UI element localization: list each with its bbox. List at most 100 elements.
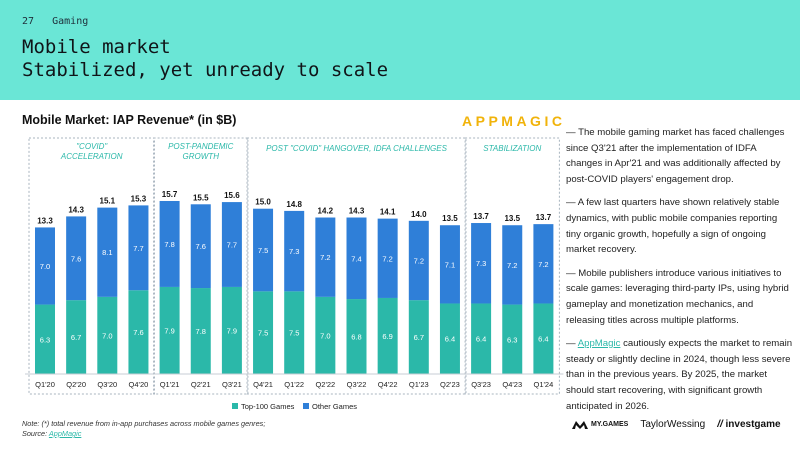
bar-other <box>66 216 87 301</box>
x-tick-label: Q2'23 <box>440 380 460 389</box>
bar-other <box>221 202 242 287</box>
bar-top100 <box>35 304 55 374</box>
data-label-other: 7.2 <box>507 261 517 270</box>
legend-swatch-top100 <box>232 403 238 409</box>
data-label-other: 7.3 <box>476 259 486 268</box>
data-label-top100: 7.9 <box>227 326 237 335</box>
data-label-other: 7.2 <box>320 253 330 262</box>
x-tick-label: Q2'20 <box>66 380 86 389</box>
bar-top100 <box>66 300 87 374</box>
data-label-total: 13.3 <box>37 216 53 225</box>
data-label-other: 7.0 <box>40 262 50 271</box>
legend-label-top100: Top-100 Games <box>241 402 295 411</box>
period-label: POST "COVID" HANGOVER, IDFA CHALLENGES <box>266 144 447 153</box>
bar-other <box>284 210 305 292</box>
page-number: 27 <box>22 16 35 27</box>
x-tick-label: Q3'21 <box>222 380 242 389</box>
bar-top100 <box>502 304 523 374</box>
bar-top100 <box>221 286 242 374</box>
mygames-wordmark: MY.GAMES <box>591 421 629 428</box>
x-tick-label: Q2'21 <box>191 380 211 389</box>
data-label-total: 14.2 <box>318 207 334 216</box>
footnote: Note: (*) total revenue from in-app purc… <box>22 419 265 439</box>
x-tick-label: Q1'23 <box>409 380 429 389</box>
bar-top100 <box>377 297 398 374</box>
data-label-other: 7.2 <box>382 254 392 263</box>
x-tick-label: Q1'24 <box>534 380 554 389</box>
section-label: Gaming <box>52 16 89 27</box>
data-label-top100: 6.7 <box>414 333 424 342</box>
bar-other <box>502 225 523 305</box>
data-label-other: 7.6 <box>71 254 81 263</box>
data-label-total: 14.3 <box>68 205 84 214</box>
data-label-top100: 7.9 <box>164 326 174 335</box>
data-label-top100: 6.3 <box>507 335 517 344</box>
data-label-other: 7.3 <box>289 247 299 256</box>
data-label-total: 14.0 <box>411 210 427 219</box>
data-label-total: 15.5 <box>193 193 209 202</box>
x-tick-label: Q1'20 <box>35 380 55 389</box>
page-title: Mobile market Stabilized, yet unready to… <box>22 36 388 82</box>
bar-other <box>159 200 180 287</box>
period-label-line-2: GROWTH <box>183 152 220 161</box>
bar-top100 <box>97 296 118 374</box>
data-label-top100: 6.3 <box>40 335 50 344</box>
data-label-total: 15.3 <box>131 194 147 203</box>
bar-other <box>128 205 149 291</box>
data-label-other: 7.2 <box>538 260 548 269</box>
x-tick-label: Q4'22 <box>378 380 398 389</box>
data-label-top100: 7.5 <box>289 329 299 338</box>
bar-top100 <box>471 303 492 374</box>
bar-top100 <box>346 299 367 374</box>
data-label-total: 15.6 <box>224 191 240 200</box>
bar-top100 <box>284 291 305 374</box>
x-tick-label: Q4'20 <box>129 380 149 389</box>
period-label: STABILIZATION <box>483 144 541 153</box>
mygames-mark-icon <box>572 420 588 429</box>
mygames-logo: MY.GAMES <box>572 420 628 430</box>
data-label-total: 14.1 <box>380 208 396 217</box>
period-label-line-1: "COVID" <box>76 142 108 151</box>
source-link[interactable]: AppMagic <box>48 429 82 438</box>
data-label-top100: 7.6 <box>133 328 143 337</box>
bar-other <box>408 220 429 301</box>
bar-top100 <box>439 303 460 374</box>
data-label-other: 7.2 <box>414 256 424 265</box>
x-tick-label: Q3'23 <box>471 380 491 389</box>
data-label-total: 13.7 <box>536 213 552 222</box>
data-label-total: 15.1 <box>100 197 116 206</box>
bar-other <box>377 218 398 298</box>
bar-other <box>471 223 492 304</box>
data-label-top100: 6.4 <box>538 335 548 344</box>
commentary-paragraph-4: — AppMagic cautiously expects the market… <box>566 336 794 415</box>
bar-top100 <box>533 303 554 374</box>
data-label-top100: 7.0 <box>320 331 330 340</box>
period-box <box>464 137 560 395</box>
data-label-other: 8.1 <box>102 248 112 257</box>
x-tick-label: Q3'22 <box>347 380 367 389</box>
title-line-2: Stabilized, yet unready to scale <box>22 59 389 81</box>
data-label-other: 7.4 <box>351 254 361 263</box>
data-label-total: 14.3 <box>349 207 365 216</box>
data-label-total: 13.5 <box>442 214 458 223</box>
bar-top100 <box>253 291 274 374</box>
investgame-mark-icon: // <box>717 419 723 430</box>
data-label-top100: 6.7 <box>71 333 81 342</box>
bar-other <box>346 217 367 300</box>
appmagic-link[interactable]: AppMagic <box>577 337 621 349</box>
commentary-paragraph-4-text: cautiously expects the market to remain … <box>566 337 793 412</box>
data-label-other: 7.1 <box>445 260 455 269</box>
commentary-paragraph-3: — Mobile publishers introduce various in… <box>566 267 789 326</box>
x-tick-label: Q4'21 <box>253 380 273 389</box>
period-box <box>28 137 155 395</box>
data-label-other: 7.5 <box>258 246 268 255</box>
bar-other <box>253 208 274 292</box>
header-banner: 27 Gaming Mobile market Stabilized, yet … <box>0 0 800 100</box>
data-label-top100: 6.8 <box>351 333 361 342</box>
x-tick-label: Q2'22 <box>315 380 335 389</box>
data-label-top100: 6.4 <box>476 335 486 344</box>
investgame-logo: // investgame <box>717 419 780 430</box>
data-label-top100: 6.4 <box>445 335 455 344</box>
bar-other <box>315 217 336 297</box>
